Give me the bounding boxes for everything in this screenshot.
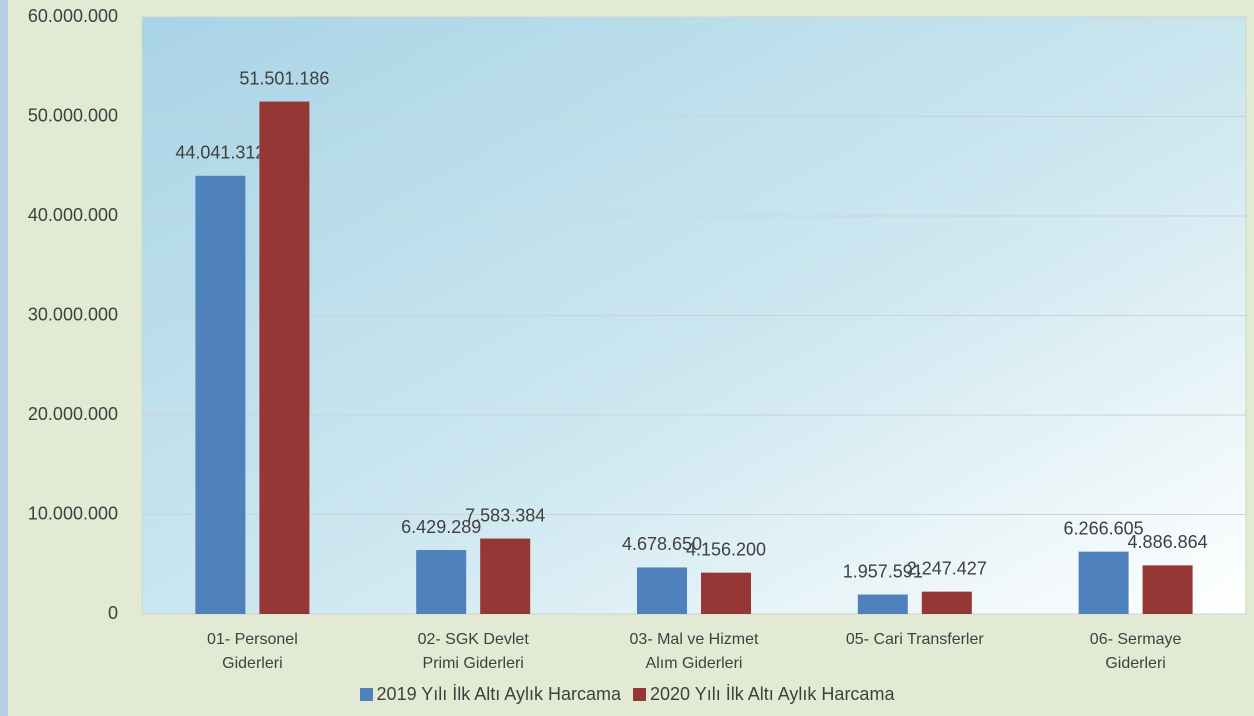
frame-edge [0,0,8,716]
data-label: 44.041.312 [175,143,265,163]
bar [1078,551,1129,614]
bar [195,175,246,614]
y-tick-label: 10.000.000 [28,503,118,523]
bar [1142,565,1193,614]
bar [921,591,972,614]
legend-swatch [633,688,646,701]
legend-label: 2019 Yılı İlk Altı Aylık Harcama [376,684,621,704]
y-tick-label: 0 [108,603,118,623]
data-label: 1.957.591 [843,561,923,581]
x-tick-label: 06- Sermaye Giderleri [1089,631,1182,672]
bar [416,550,467,614]
bar [701,572,751,614]
bar [637,567,687,614]
data-label: 51.501.186 [239,68,329,88]
x-tick-label: 03- Mal ve Hizmet Alım Giderleri [629,631,759,672]
y-tick-label: 40.000.000 [28,205,118,225]
x-tick-label: 01- Personel Giderleri [207,631,298,672]
legend-item: 2020 Yılı İlk Altı Aylık Harcama [633,684,894,705]
data-label: 4.156.200 [686,539,766,559]
data-label: 6.429.289 [401,517,481,537]
y-tick-label: 20.000.000 [28,404,118,424]
data-label: 4.886.864 [1128,532,1208,552]
data-label: 2.247.427 [907,558,987,578]
y-tick-label: 50.000.000 [28,105,118,125]
legend-swatch [359,688,373,701]
data-label: 6.266.605 [1064,518,1144,538]
y-tick-label: 60.000.000 [28,6,118,26]
x-tick-label: 05- Cari Transferler [845,631,984,648]
legend: 2019 Yılı İlk Altı Aylık Harcama 2020 Yıl… [0,684,1254,706]
legend-item: 2019 Yılı İlk Altı Aylık Harcama [359,684,621,705]
data-label: 4.678.650 [622,534,702,554]
bar [259,101,310,614]
bar [857,594,908,614]
y-tick-label: 30.000.000 [28,304,118,324]
legend-label: 2020 Yılı İlk Altı Aylık Harcama [650,684,895,704]
x-tick-label: 02- SGK Devlet Primi Giderleri [417,631,529,672]
bar [480,538,531,614]
data-label: 7.583.384 [465,505,545,525]
